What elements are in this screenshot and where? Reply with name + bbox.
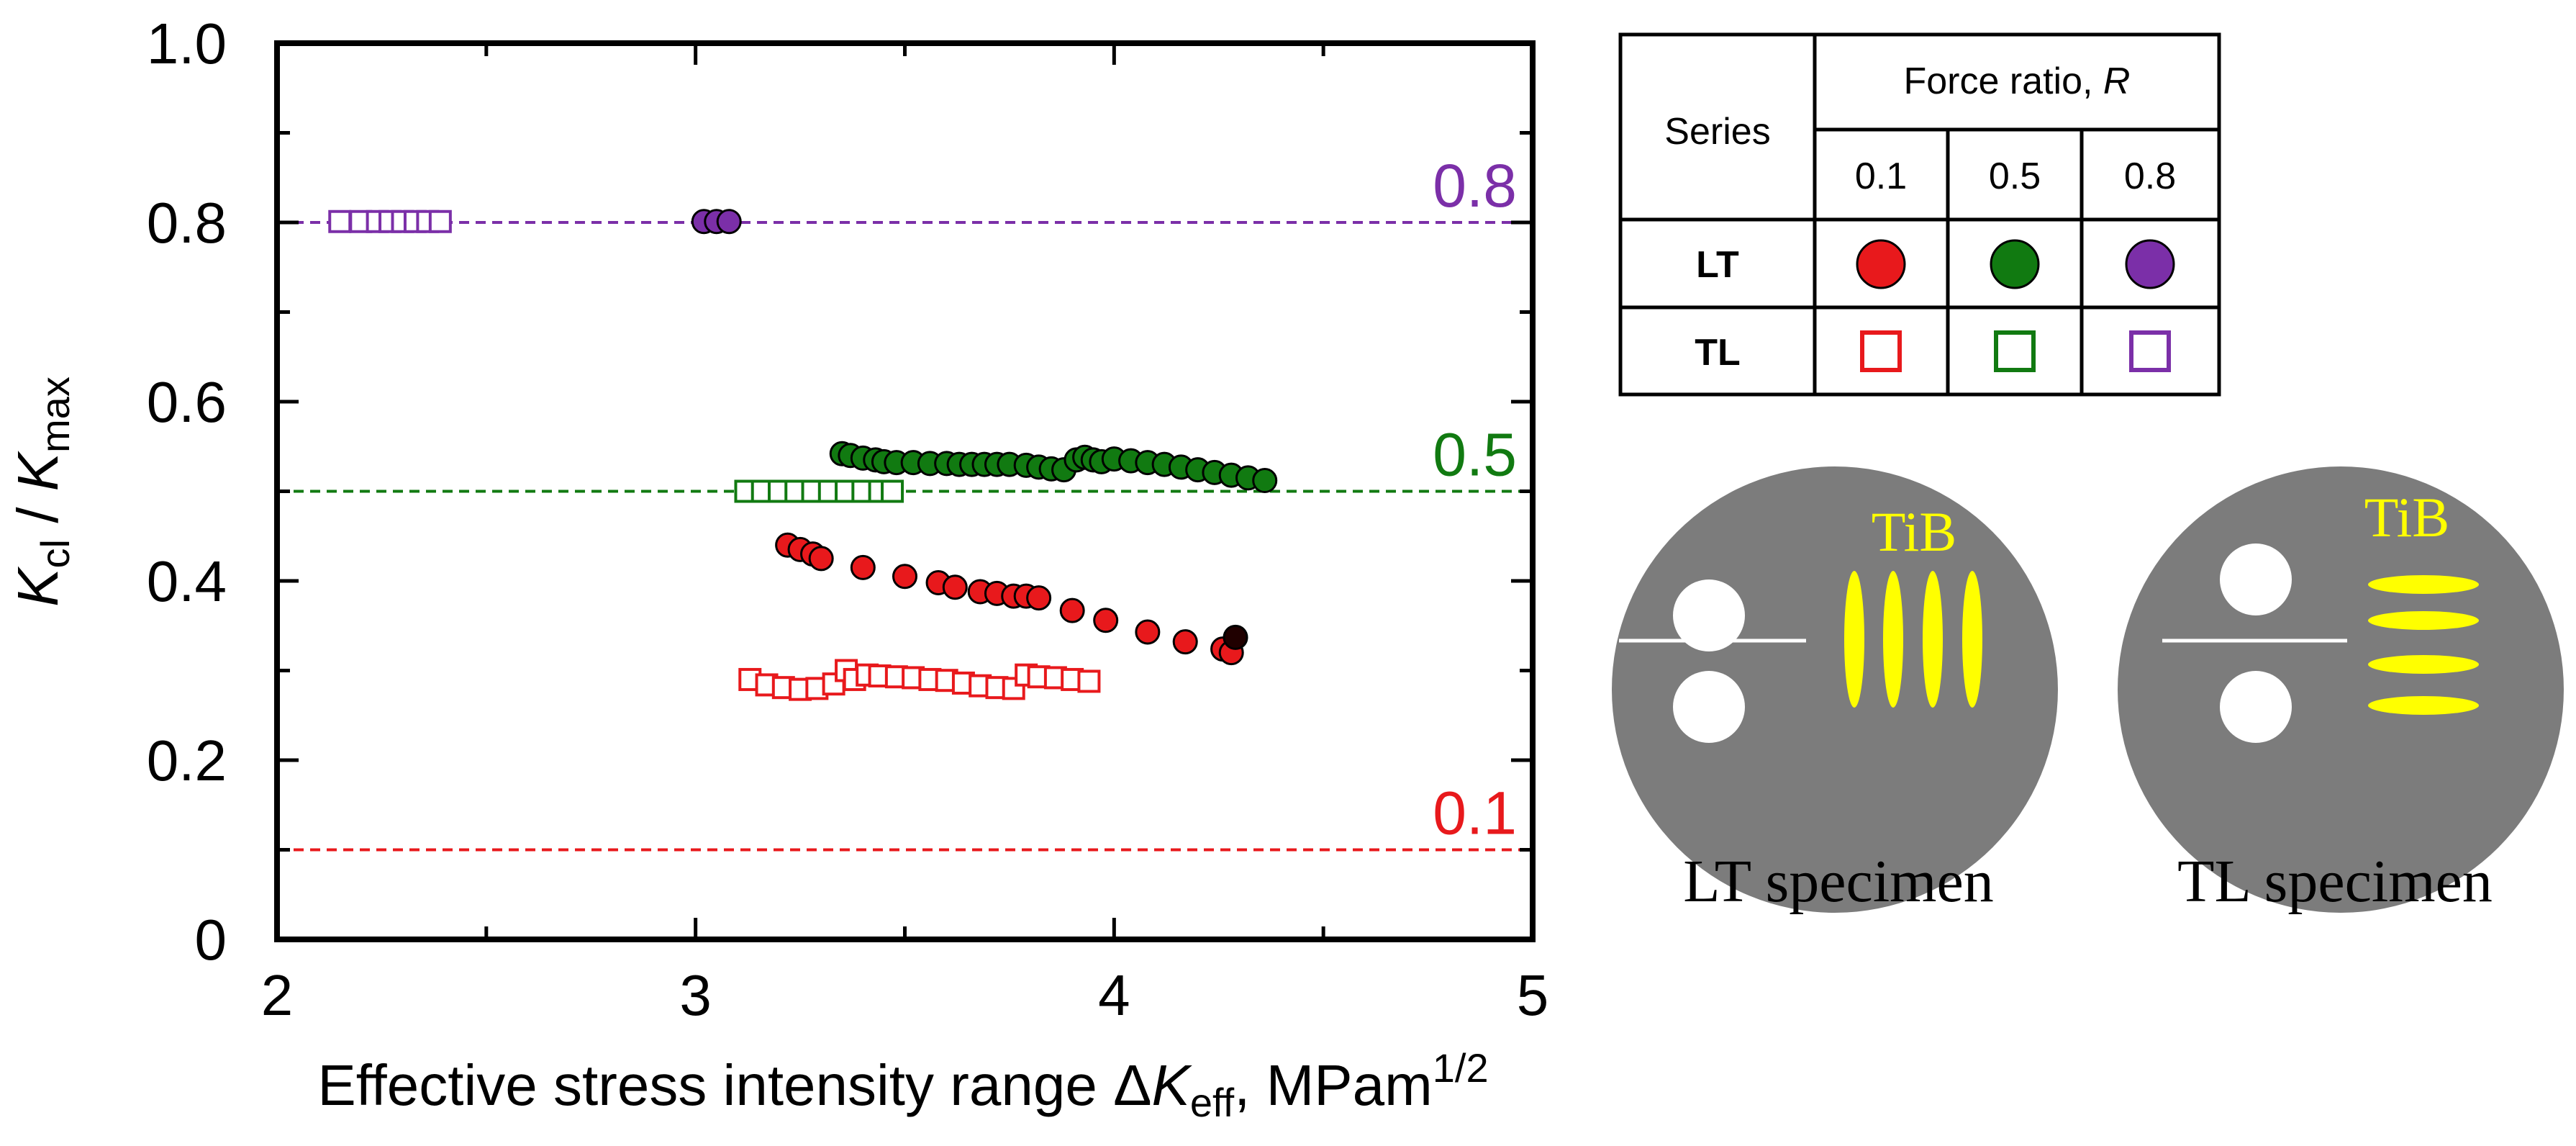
xlabel-sup: 1/2 xyxy=(1433,1045,1489,1091)
force-ratio-symbol: R xyxy=(2103,60,2131,102)
data-point xyxy=(835,479,858,503)
table-row-tl-label: TL xyxy=(1695,332,1741,374)
y-tick-label: 1.0 xyxy=(147,12,227,76)
lt-tib-particle xyxy=(1844,571,1864,708)
lt-specimen-disk xyxy=(1612,466,2058,913)
series-tl-r-0-8 xyxy=(328,209,452,233)
data-point xyxy=(1135,619,1161,645)
tl-tib-particle xyxy=(2368,655,2479,674)
y-axis-label: Kcl / Kmax xyxy=(6,376,78,607)
reference-line-label: 0.8 xyxy=(1433,152,1517,220)
reference-line-label: 0.5 xyxy=(1433,421,1517,489)
xlabel-units: , MPam xyxy=(1234,1053,1433,1117)
tl-specimen-diagram: TiB TL specimen xyxy=(2118,466,2564,915)
data-point xyxy=(1252,468,1278,494)
data-point xyxy=(1026,585,1052,611)
tl-lower-hole xyxy=(2220,671,2292,743)
legend-marker-lt-0.8 xyxy=(2125,239,2175,289)
axis-ticks xyxy=(275,41,1535,942)
ylabel-den-sub: max xyxy=(32,376,78,453)
legend-marker-tl-0.5 xyxy=(1994,330,2036,372)
data-point xyxy=(892,564,917,590)
tl-tib-label: TiB xyxy=(2364,486,2450,549)
y-tick-label: 0.6 xyxy=(147,370,227,434)
legend-marker-lt-0.1 xyxy=(1856,239,1906,289)
series-lt-r-0-5 xyxy=(829,441,1278,494)
x-axis-label: Effective stress intensity range ΔKeff, … xyxy=(317,1045,1488,1125)
lt-tib-particle xyxy=(1962,571,1982,708)
y-tick-label: 0.8 xyxy=(147,191,227,255)
xlabel-sub: eff xyxy=(1190,1080,1235,1125)
crack-closure-chart: 0.8 0.5 0.1 2 3 4 5 0 0.2 0.4 0.6 0.8 1.0 Kcl / Kma… xyxy=(6,12,1548,1125)
xlabel-k: K xyxy=(1152,1053,1193,1117)
table-grid xyxy=(1618,32,2221,397)
data-point xyxy=(1059,597,1085,623)
data-point xyxy=(1093,608,1119,633)
axis-tick-labels: 2 3 4 5 0 0.2 0.4 0.6 0.8 1.0 xyxy=(147,12,1548,1027)
lt-upper-hole xyxy=(1673,579,1745,651)
ylabel-num-sub: cl xyxy=(32,539,78,568)
reference-lines: 0.8 0.5 0.1 xyxy=(277,152,1533,852)
tl-specimen-disk xyxy=(2118,466,2564,913)
data-point xyxy=(1077,669,1101,693)
data-point xyxy=(850,554,876,580)
series-tl-r-0-5 xyxy=(734,479,904,503)
lt-tib-label: TiB xyxy=(1872,500,1957,563)
reference-line-label: 0.1 xyxy=(1433,780,1517,847)
legend-table: Series Force ratio, R 0.1 0.5 0.8 LT TL xyxy=(1618,32,2221,397)
xlabel-main: Effective stress intensity range Δ xyxy=(317,1053,1151,1117)
table-ratio-0.5: 0.5 xyxy=(1989,155,2041,197)
lt-specimen-caption: LT specimen xyxy=(1683,848,1994,915)
lt-lower-hole xyxy=(1673,671,1745,743)
series-lt-r-0-8 xyxy=(691,209,742,235)
series-tl-r-0-1 xyxy=(738,659,1101,701)
tl-tib-particle xyxy=(2368,611,2479,630)
table-series-header: Series xyxy=(1664,111,1770,153)
lt-specimen-diagram: TiB LT specimen xyxy=(1612,466,2058,915)
x-tick-label: 2 xyxy=(261,963,294,1027)
legend-marker-tl-0.1 xyxy=(1860,330,1902,372)
force-ratio-text: Force ratio, xyxy=(1904,60,2103,102)
ylabel-div: / xyxy=(6,491,70,539)
lt-tib-particle xyxy=(1923,571,1943,708)
data-point xyxy=(881,479,904,503)
table-ratio-0.8: 0.8 xyxy=(2124,155,2176,197)
legend-marker-tl-0.8 xyxy=(2129,330,2171,372)
tl-tib-particle xyxy=(2368,575,2479,594)
data-markers xyxy=(328,209,1278,701)
legend-marker-lt-0.5 xyxy=(1990,239,2040,289)
table-force-ratio-header: Force ratio, R xyxy=(1904,60,2131,102)
data-point xyxy=(328,209,352,233)
ylabel-den: K xyxy=(6,450,70,491)
data-point xyxy=(716,209,742,235)
data-point xyxy=(808,546,834,572)
ylabel-num: K xyxy=(6,566,70,607)
lt-tib-particle xyxy=(1883,571,1903,708)
data-point xyxy=(1172,629,1198,655)
data-point xyxy=(942,574,968,600)
tl-tib-particle xyxy=(2368,696,2479,715)
table-ratio-0.1: 0.1 xyxy=(1855,155,1907,197)
y-tick-label: 0.2 xyxy=(147,728,227,793)
data-point xyxy=(1223,624,1248,650)
x-tick-label: 5 xyxy=(1517,963,1549,1027)
data-point xyxy=(428,209,452,233)
table-row-lt-label: LT xyxy=(1696,244,1739,286)
series-lt-r-0-1-dark- xyxy=(1223,624,1248,650)
legend-markers xyxy=(1856,239,2175,372)
x-tick-label: 3 xyxy=(679,963,712,1027)
tl-upper-hole xyxy=(2220,543,2292,615)
series-lt-r-0-1 xyxy=(775,532,1244,666)
y-tick-label: 0 xyxy=(195,908,227,972)
y-tick-label: 0.4 xyxy=(147,549,227,613)
tl-specimen-caption: TL specimen xyxy=(2177,848,2493,915)
x-tick-label: 4 xyxy=(1098,963,1130,1027)
